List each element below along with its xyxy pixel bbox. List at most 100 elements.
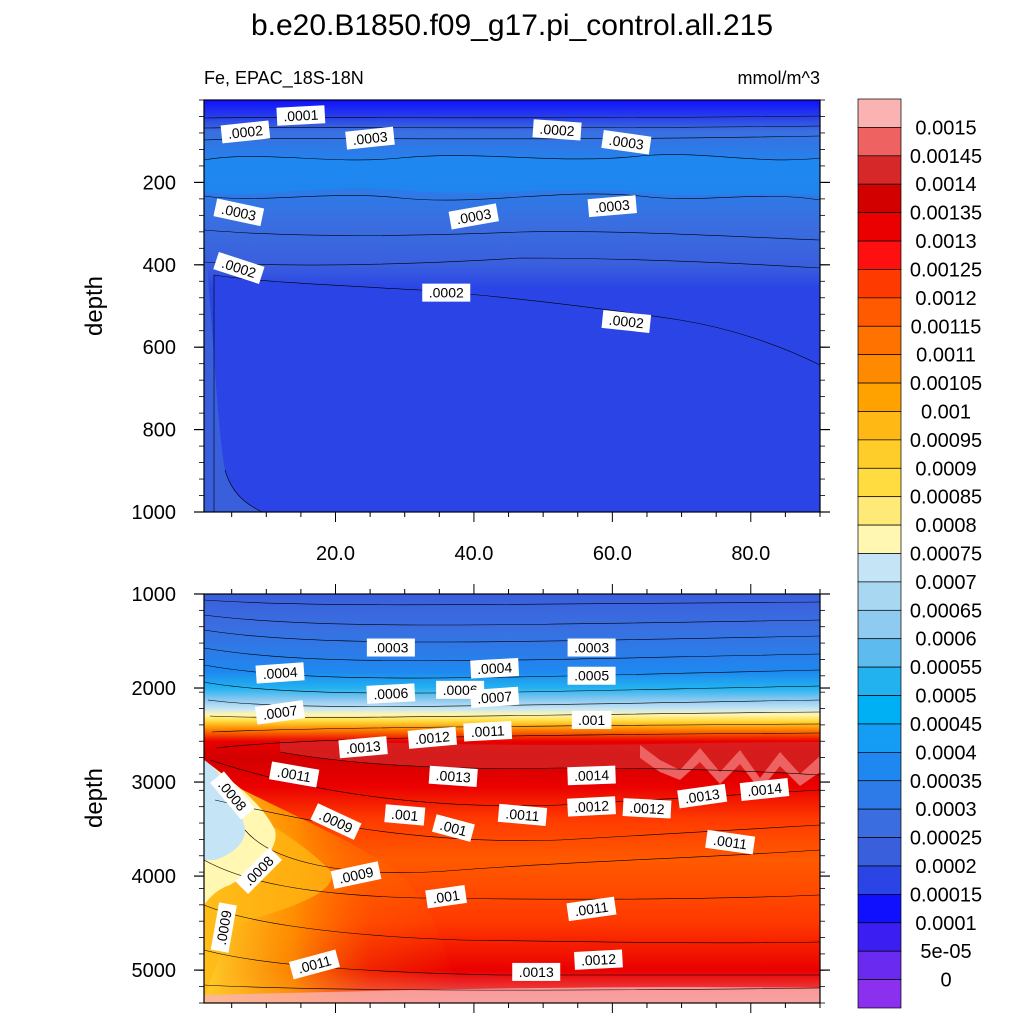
lower-panel: .0003.0003.0004.0004.0005.0006.0006.0007…: [81, 584, 830, 1013]
contour-label-text: .0013: [684, 786, 721, 807]
contour-label-text: .0003: [608, 132, 645, 153]
contour-label-text: .0012: [581, 951, 617, 969]
contour-label-box: [235, 847, 282, 894]
x-tick-label: 60.0: [593, 543, 632, 565]
contour-label-text: .0013: [435, 767, 471, 785]
contour-label-box: [220, 120, 271, 144]
contour-label-text: .0004: [262, 664, 298, 682]
contour-label: .0009: [210, 902, 237, 953]
contour-label: .0002: [532, 119, 582, 141]
contour-label: .0011: [705, 829, 756, 855]
colorbar-label: 0.00045: [910, 714, 982, 736]
colorbar-label: 0.00145: [910, 146, 982, 168]
contour-label-text: .0013: [345, 738, 382, 757]
contour-label-text: .0001: [283, 107, 319, 125]
colorbar-box: [857, 780, 902, 810]
contour-label: .0002: [220, 120, 271, 144]
contour-label-box: [463, 720, 513, 742]
colorbar-box: [857, 496, 902, 526]
contour-label-box: [213, 251, 265, 284]
contour-label-box: [425, 885, 467, 909]
contour-label: .0004: [470, 657, 520, 679]
contour-label: .0007: [254, 700, 306, 725]
colorbar-box: [857, 581, 902, 611]
colorbar-box: [857, 894, 902, 924]
colorbar-label: 0.0014: [915, 174, 976, 196]
colorbar-box: [857, 155, 902, 185]
contour-label: .001: [571, 710, 612, 729]
contour-label-box: [677, 783, 728, 809]
contour-label-box: [705, 829, 756, 855]
contour-label-text: .0003: [574, 640, 609, 656]
contour-label-text: .0011: [712, 832, 748, 853]
y-tick-label: 3000: [132, 772, 177, 794]
colorbar-box: [857, 411, 902, 441]
units-label: mmol/m^3: [738, 68, 820, 88]
contour-label: .0012: [574, 949, 623, 970]
colorbar-label: 0.00115: [911, 316, 982, 338]
colorbar-label: 0: [940, 970, 951, 992]
colorbar-label: 0.0001: [915, 913, 976, 935]
contour-label-text: .0002: [429, 285, 464, 301]
contour-label-box: [254, 700, 306, 725]
contour-label-box: [574, 949, 623, 970]
contour-label-text: .001: [432, 887, 461, 907]
contour-label-box: [366, 683, 416, 704]
contour-label-text: .0006: [443, 682, 478, 698]
contour-label-box: [213, 198, 265, 227]
contour-label-text: .001: [438, 817, 469, 840]
contour-label-box: [268, 761, 320, 788]
contour-label-text: .0011: [276, 764, 312, 786]
contour-label: .0002: [422, 283, 471, 302]
colorbar-label: 0.0011: [916, 345, 976, 367]
contour-label: .0005: [567, 666, 616, 685]
contour-label-text: .0013: [519, 964, 554, 980]
contour-label: .0014: [567, 765, 616, 786]
lower-pink-patches: [640, 745, 820, 790]
contour-label: .001: [431, 814, 475, 842]
contour-label-box: [567, 638, 616, 657]
lower-bottom-pink: [204, 987, 820, 1003]
contour-label: .0006: [366, 683, 416, 704]
colorbar-box: [857, 638, 902, 668]
contour-label-box: [470, 686, 520, 709]
contour-label-text: .0005: [574, 668, 609, 684]
contour-label-text: .0009: [213, 909, 235, 946]
y-tick-label: 1000: [132, 502, 177, 524]
colorbar-label: 0.0013: [915, 231, 976, 253]
contour-label: .001: [384, 804, 426, 826]
contour-label-text: .0009: [337, 864, 375, 887]
colorbar-box: [857, 695, 902, 725]
y-tick-label: 600: [143, 337, 176, 359]
y-tick-label: 5000: [132, 960, 177, 982]
contour-label-text: .001: [391, 806, 420, 824]
colorbar-label: 0.0009: [915, 458, 976, 480]
contour-label-box: [210, 771, 255, 820]
contour-label: .0011: [497, 803, 548, 826]
contour-label: .0013: [512, 962, 561, 981]
colorbar-box: [857, 808, 902, 838]
y-tick-label: 4000: [132, 866, 177, 888]
contour-label-box: [384, 804, 426, 826]
colorbar-label: 0.00065: [910, 600, 982, 622]
colorbar-box: [857, 354, 902, 384]
contour-label-text: .0002: [227, 122, 264, 142]
colorbar: 0.0015 0.00145 0.0014 0.00135 0.0013 0.00125 0…: [857, 98, 982, 1009]
upper-ylabel: depth: [81, 276, 108, 336]
contour-label-box: [497, 803, 548, 826]
figure-title: b.e20.B1850.f09_g17.pi_control.all.215: [251, 9, 773, 42]
contour-label-text: .0011: [505, 805, 540, 824]
contour-label: .0012: [407, 726, 458, 749]
contour-label: .0013: [338, 736, 388, 759]
upper-frame: [203, 99, 821, 513]
colorbar-label: 0.00125: [910, 259, 982, 281]
contour-label: .0012: [567, 796, 616, 817]
colorbar-label: 0.001: [921, 401, 971, 423]
contour-label: .0007: [470, 686, 520, 709]
contour-label-text: .0012: [414, 728, 451, 747]
contour-label-box: [276, 105, 326, 126]
contour-label-text: .001: [578, 712, 605, 728]
y-tick-label: 1000: [132, 584, 177, 606]
colorbar-box: [857, 269, 902, 299]
contour-label-box: [470, 657, 520, 679]
